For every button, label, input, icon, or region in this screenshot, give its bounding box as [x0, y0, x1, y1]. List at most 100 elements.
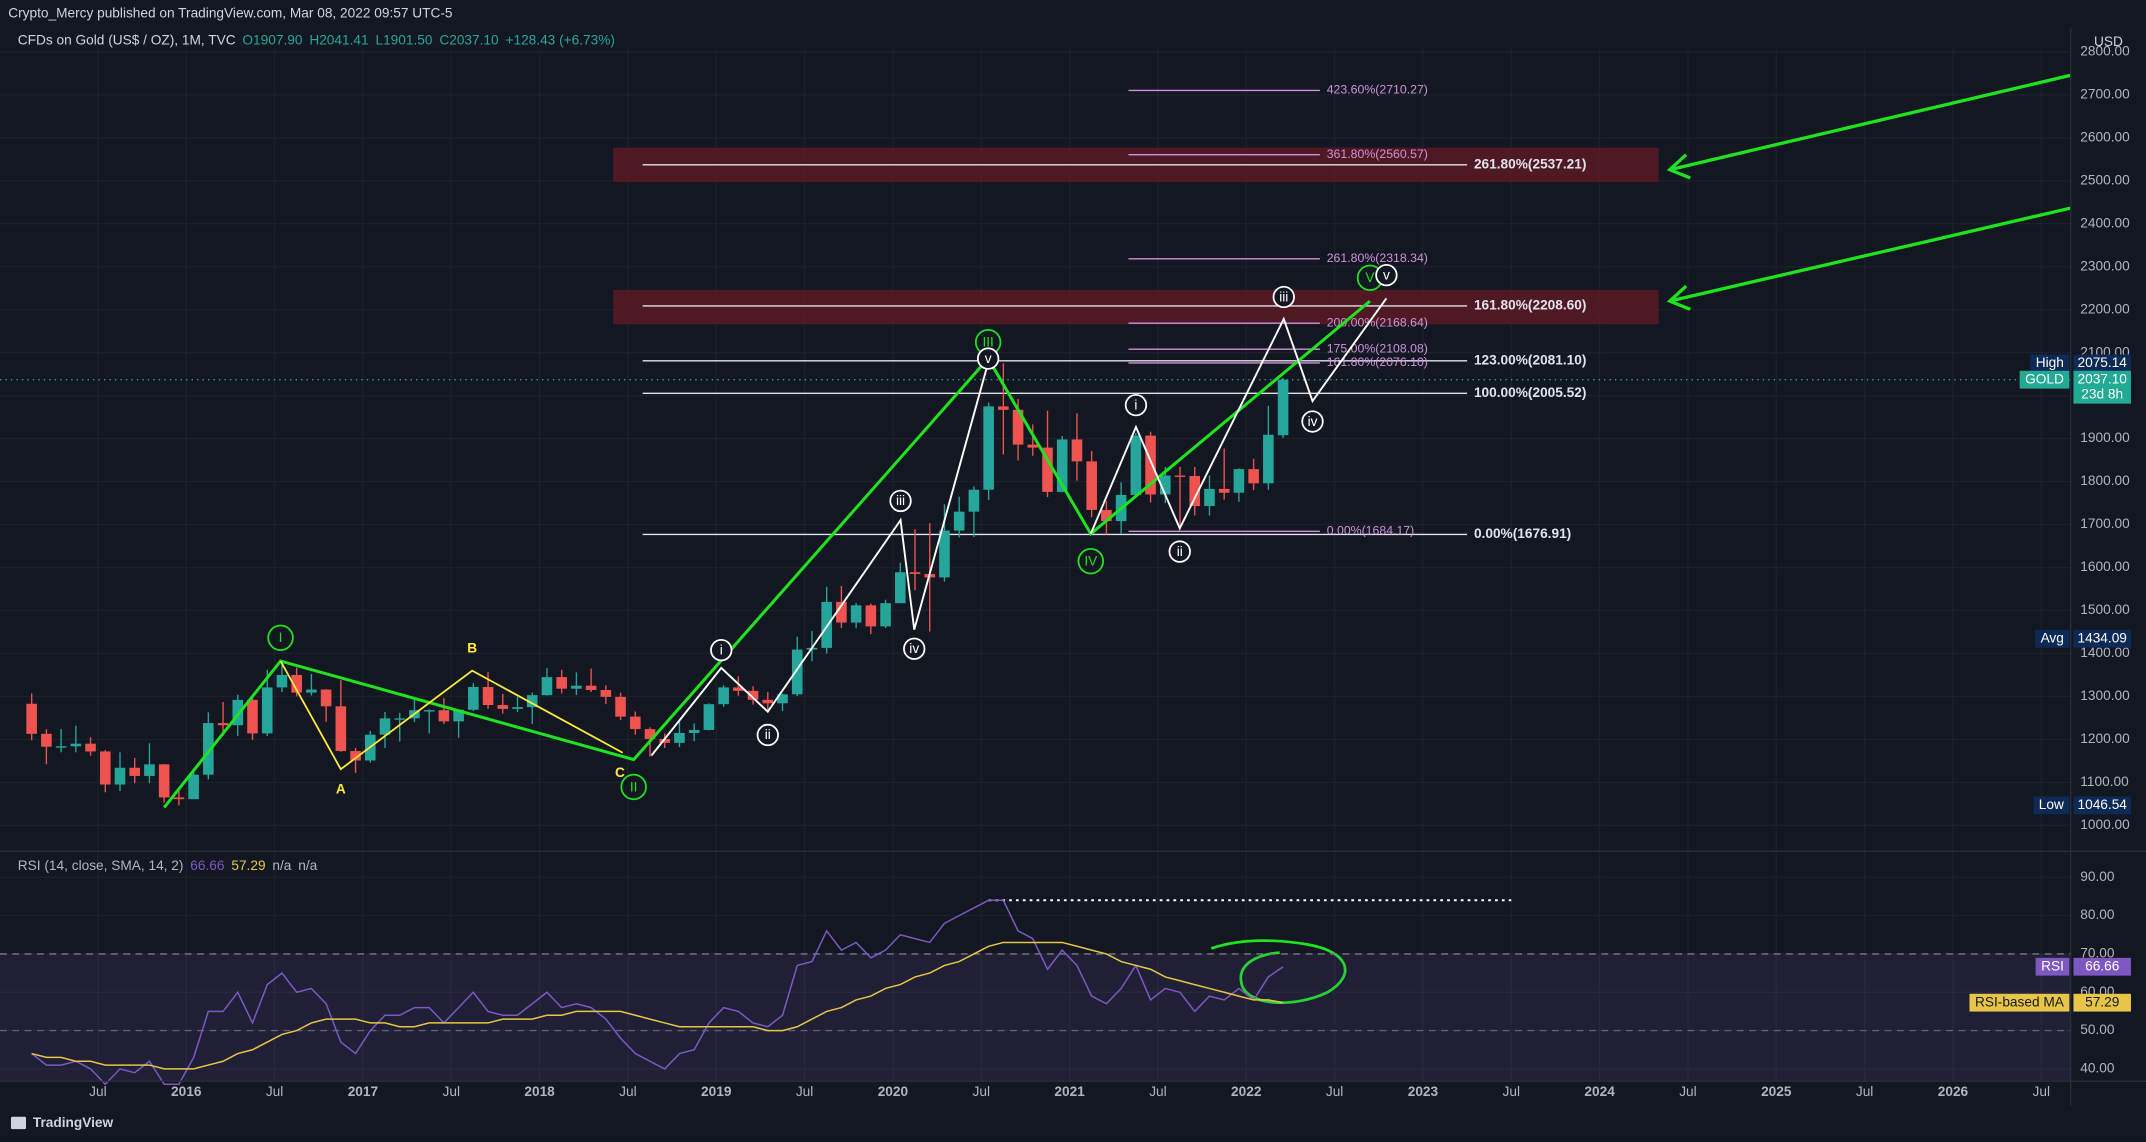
candle-body [674, 732, 685, 743]
zones [613, 147, 1659, 325]
candle-body [1204, 488, 1215, 507]
fib-label: 0.00%(1684.17) [1327, 524, 1415, 538]
y-tick-label: 70.00 [2080, 946, 2115, 961]
y-tick-label: 1500.00 [2080, 602, 2130, 617]
candle-body [188, 774, 199, 800]
wave-label: v [1383, 267, 1390, 282]
x-tick-label: Jul [973, 1084, 990, 1099]
candle-body [512, 707, 523, 709]
x-tick-label: 2024 [1584, 1084, 1615, 1099]
rsi-annotation [1210, 939, 1347, 1005]
ohlc-value: H2041.41 [309, 33, 368, 48]
wave-label: IV [1084, 553, 1098, 568]
x-tick-label: 2022 [1231, 1084, 1262, 1099]
x-tick-label: 2018 [524, 1084, 555, 1099]
candle-body [939, 530, 950, 578]
wave-circle [976, 347, 1000, 370]
wave-label: v [985, 351, 992, 366]
y-tick-label: 90.00 [2080, 869, 2115, 884]
candle-body [291, 674, 302, 693]
candle-body [1263, 434, 1274, 484]
badge-countdown: 23d 8h [2081, 386, 2123, 401]
rsi-line [31, 899, 1284, 1086]
candle-body [718, 687, 729, 705]
badge-name-box [2033, 796, 2070, 815]
candle-body [55, 746, 67, 748]
x-tick-label: 2020 [878, 1084, 909, 1099]
x-tick-label: Jul [1679, 1084, 1696, 1099]
badge-value: 1434.09 [2077, 630, 2126, 645]
x-tick-label: 2023 [1408, 1084, 1439, 1099]
ohlc-value: L1901.50 [375, 33, 432, 48]
fib-label: 175.00%(2108.08) [1327, 341, 1428, 355]
candle-body [880, 603, 891, 627]
candle-body [1012, 409, 1024, 445]
badge-value: 57.29 [2085, 994, 2119, 1009]
y-tick-label: 1800.00 [2080, 473, 2130, 488]
candle-body [556, 677, 567, 689]
currency-label: USD [2094, 34, 2123, 49]
x-tick-label: 2019 [701, 1084, 732, 1099]
y-tick-label: 1600.00 [2080, 559, 2130, 574]
candle-body [733, 687, 744, 691]
badge-value: 2075.14 [2077, 355, 2127, 370]
candle-body [497, 705, 509, 709]
badge-value-box [2073, 354, 2131, 373]
x-tick-label: Jul [443, 1084, 460, 1099]
candle-body [247, 699, 258, 734]
wave-label: V [1365, 270, 1375, 285]
rsi-band [0, 953, 2071, 1082]
candle-body [953, 511, 965, 531]
candle-body [894, 572, 906, 604]
candle-body [379, 718, 391, 735]
badge-value-box [2073, 370, 2131, 404]
badge-name: Avg [2041, 630, 2064, 645]
candle-body [1174, 475, 1186, 477]
badge-name: GOLD [2025, 371, 2064, 386]
fib-label: 123.00%(2081.10) [1474, 352, 1587, 367]
y-tick-label: 2500.00 [2080, 172, 2130, 187]
wave-label: I [279, 630, 283, 645]
wave-circle [756, 723, 779, 747]
x-tick-label: 2016 [171, 1084, 202, 1099]
x-tick-label: Jul [266, 1084, 283, 1099]
fib-label: 200.00%(2168.64) [1327, 315, 1428, 329]
fib-levels: 261.80%(2537.21) 161.80%(2208.60) 123.00%(… [642, 83, 1587, 541]
primary-wave-line [163, 299, 1371, 809]
candle-body [1277, 379, 1289, 436]
candle-body [70, 743, 82, 747]
y-tick-label: 2200.00 [2080, 301, 2130, 316]
candle-body [983, 406, 994, 490]
candle-body [850, 605, 862, 623]
wave-circle [1375, 263, 1398, 287]
wave-label: iv [909, 641, 919, 656]
candle-body [659, 738, 671, 743]
badge-name-box [2030, 354, 2070, 373]
rsi-line [31, 941, 1284, 1070]
candle-body [261, 687, 273, 734]
candle-body [909, 572, 921, 574]
rsi-title: RSI (14, close, SMA, 14, 2) [18, 858, 184, 873]
candle-body [350, 751, 361, 761]
candle-body [1189, 475, 1201, 507]
candle-body [158, 764, 170, 798]
candle-body [144, 764, 155, 776]
wave-label: i [720, 642, 723, 657]
candle-body [791, 649, 803, 695]
candle-body [600, 689, 612, 697]
y-tick-label: 1900.00 [2080, 430, 2130, 445]
candle-body [747, 690, 759, 700]
candle-body [1101, 509, 1112, 522]
axes: Jul 2016 Jul 2017 Jul 2018 Jul 2019 Jul 2020 Jul 20… [0, 27, 2146, 1106]
rsi-legend-value: n/a [298, 858, 317, 873]
y-tick-label: 2600.00 [2080, 129, 2130, 144]
fib-label: 161.80%(2208.60) [1474, 298, 1587, 313]
candle-body [968, 489, 980, 512]
candle-body [1248, 469, 1259, 484]
y-tick-label: 1700.00 [2080, 516, 2130, 531]
candle-body [320, 689, 332, 707]
y-tick-label: 1200.00 [2080, 731, 2130, 746]
wave-circle [1077, 547, 1104, 575]
